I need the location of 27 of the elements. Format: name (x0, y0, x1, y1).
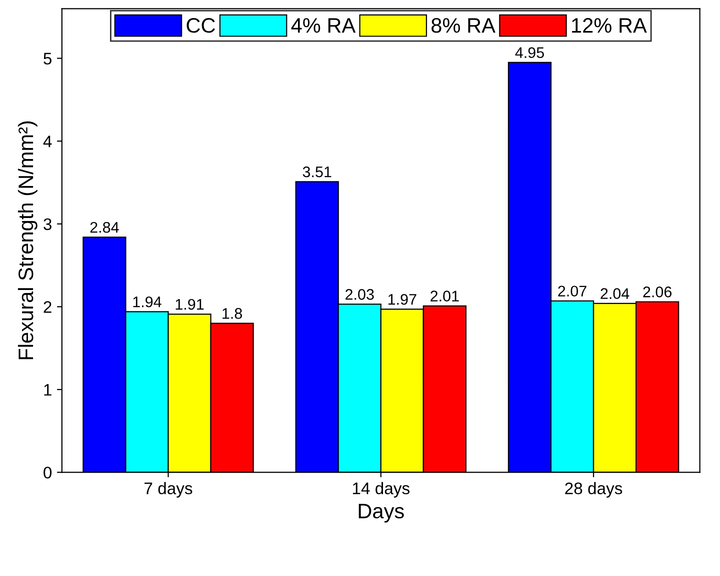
y-tick-label: 0 (44, 466, 52, 479)
data-label: 2.07 (558, 286, 586, 297)
data-label: 1.94 (133, 296, 162, 308)
data-label: 1.97 (388, 294, 416, 305)
data-label: 2.03 (346, 289, 374, 300)
data-label: 2.84 (90, 222, 119, 233)
data-label: 2.01 (430, 290, 459, 302)
y-tick-label: 3 (44, 218, 52, 230)
y-tick-label: 1 (44, 384, 52, 396)
legend-label: CC (186, 18, 215, 33)
x-axis-title: Days (358, 504, 404, 523)
legend-label: 4% RA (291, 18, 356, 33)
data-label: 1.8 (222, 308, 242, 319)
data-label: 2.06 (643, 286, 672, 298)
x-tick-label: 28 days (565, 482, 622, 498)
data-label: 2.04 (600, 288, 630, 299)
data-label: 3.51 (302, 166, 332, 178)
legend-label: 8% RA (432, 18, 496, 33)
data-label: 1.91 (176, 298, 204, 310)
y-tick-label: 5 (44, 52, 52, 65)
x-tick-label: 7 days (144, 482, 192, 498)
legend-label: 12% RA (572, 18, 647, 33)
data-label: 4.95 (515, 47, 544, 58)
y-tick-label: 2 (44, 301, 52, 313)
x-tick-label: 14 days (352, 482, 410, 498)
y-tick-label: 4 (43, 136, 52, 148)
y-axis-title: Flexural Strength (N/mm²) (18, 121, 38, 360)
